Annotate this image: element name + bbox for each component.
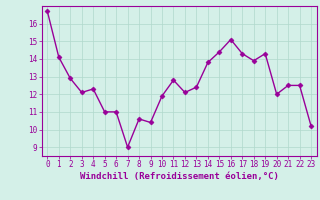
X-axis label: Windchill (Refroidissement éolien,°C): Windchill (Refroidissement éolien,°C) <box>80 172 279 181</box>
